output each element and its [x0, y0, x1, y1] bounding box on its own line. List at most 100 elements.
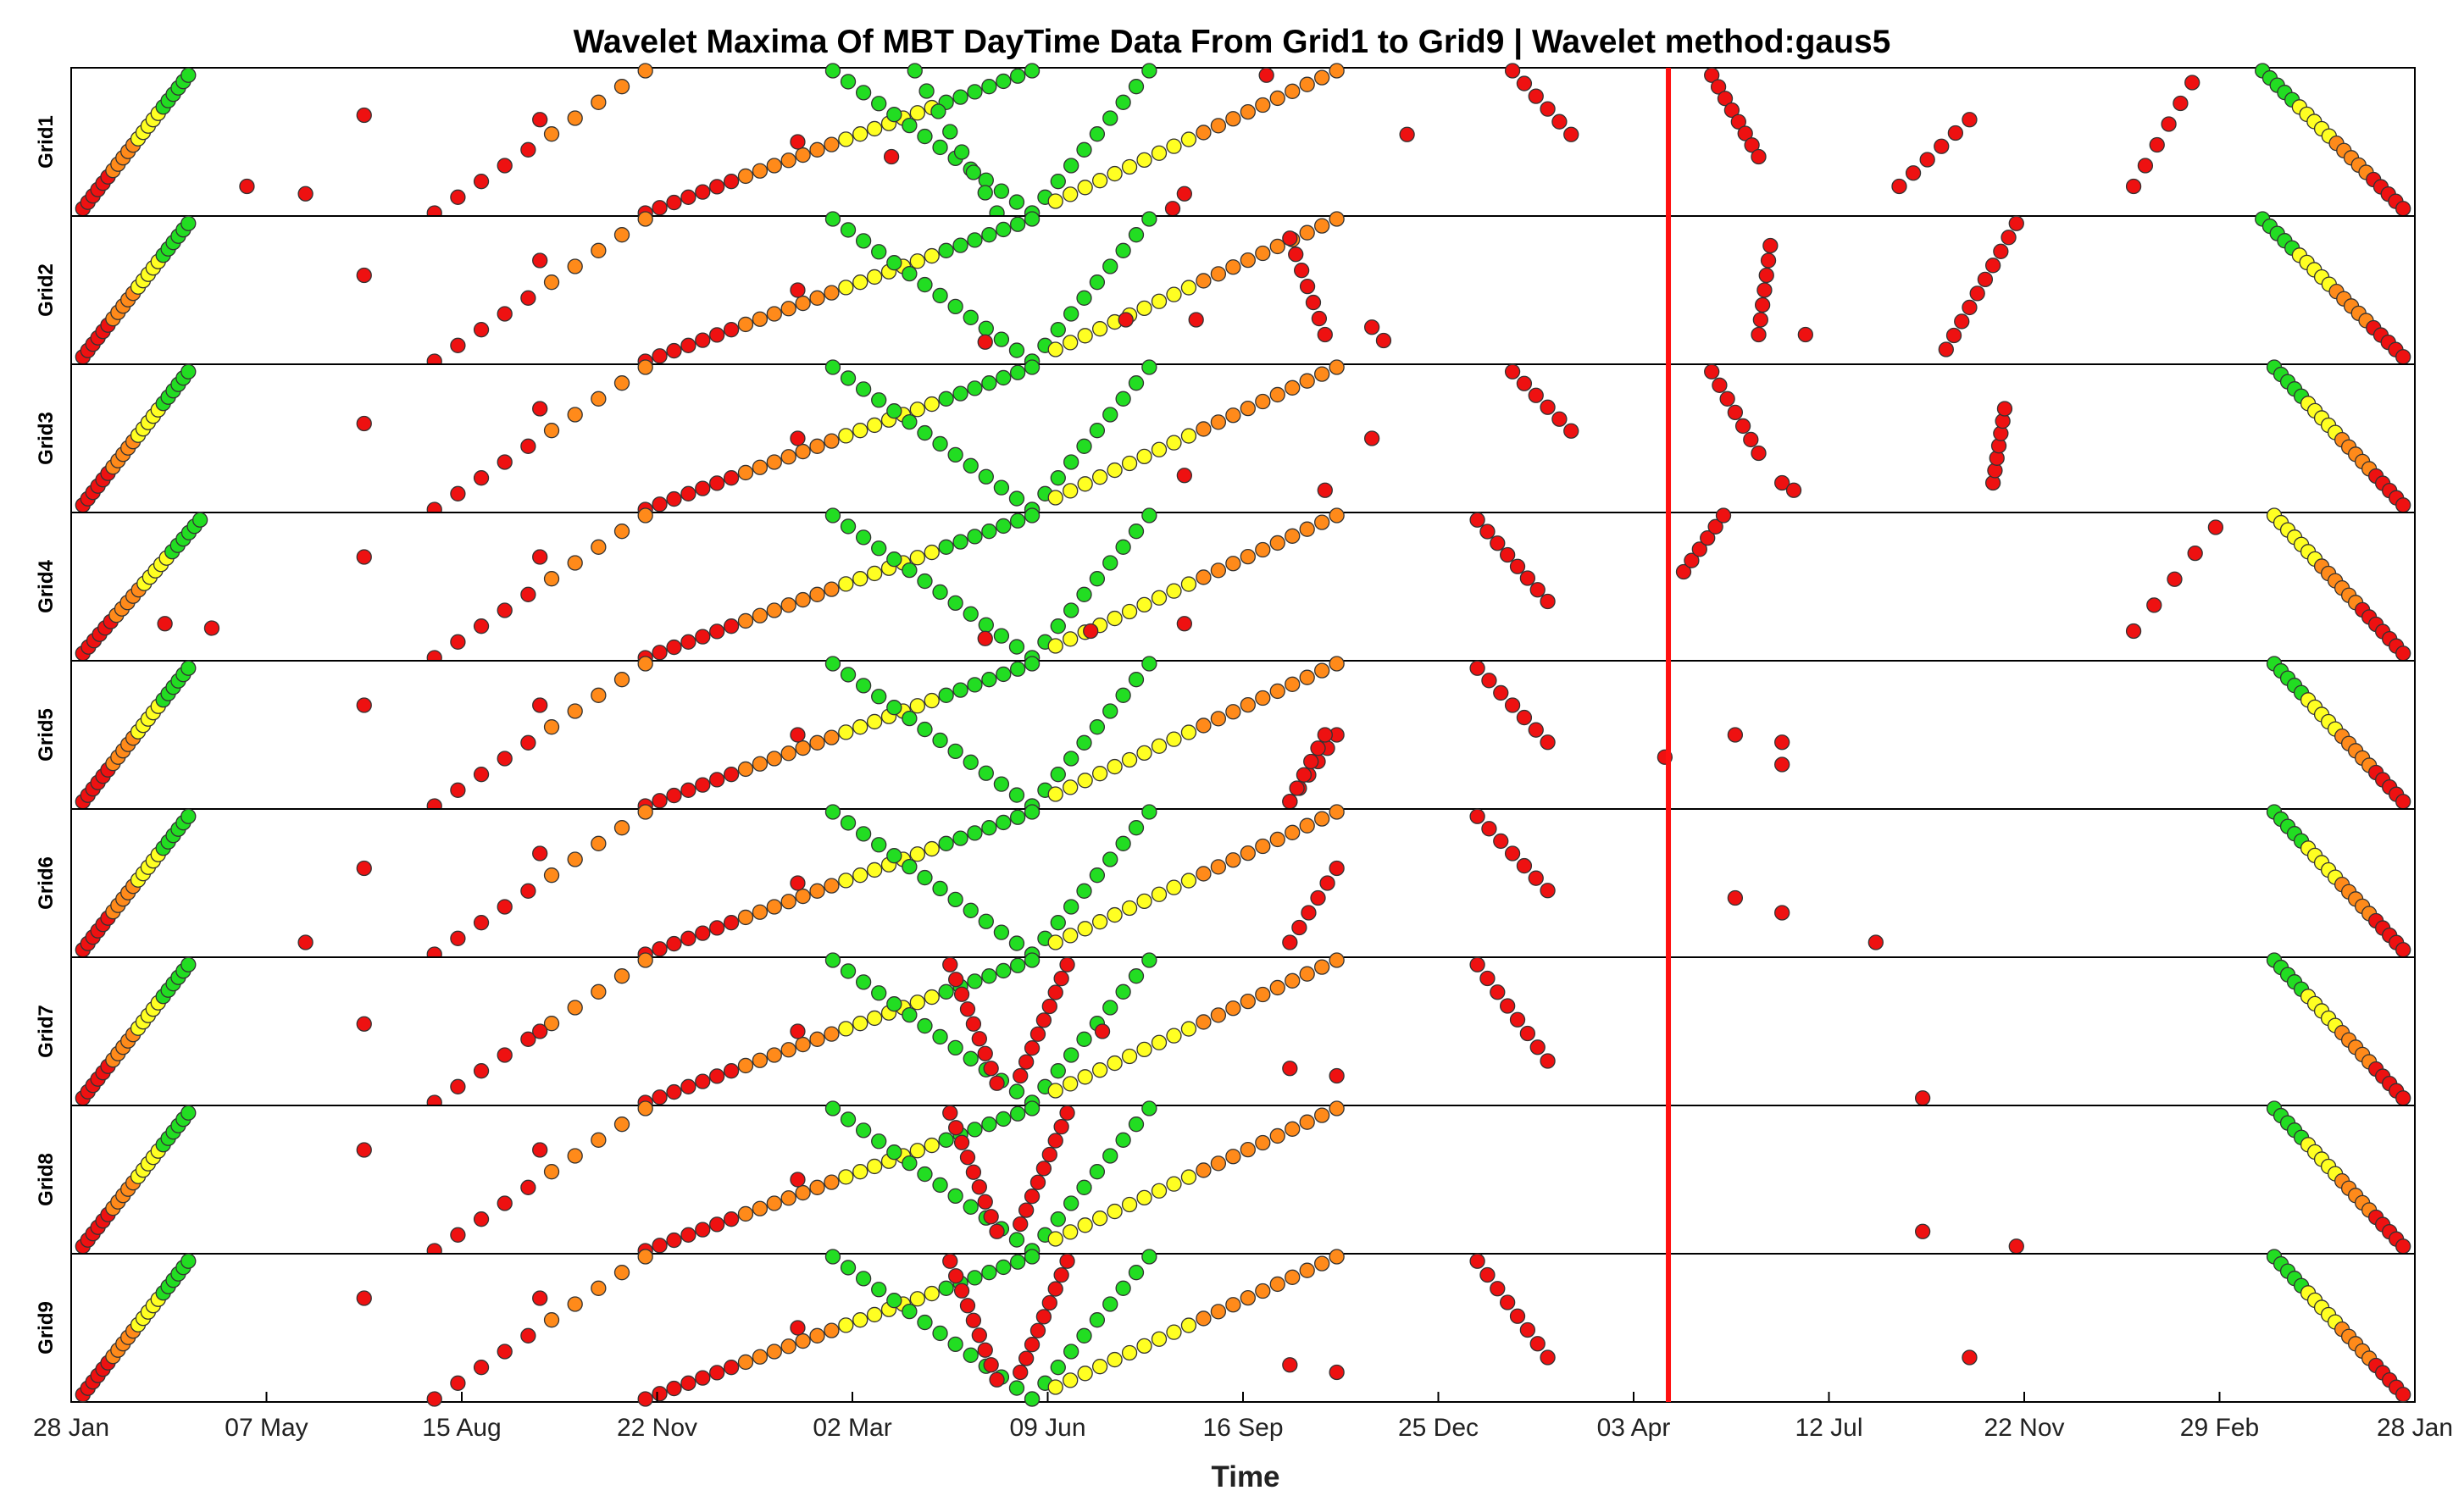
maxima-point — [1914, 1223, 1931, 1239]
maxima-point — [1063, 483, 1079, 499]
maxima-point — [1269, 1276, 1285, 1293]
maxima-point — [1166, 879, 1182, 895]
maxima-point — [1102, 1000, 1118, 1016]
maxima-point — [1947, 125, 1964, 141]
maxima-point — [1118, 312, 1134, 328]
maxima-point — [1752, 312, 1768, 328]
maxima-point — [1255, 541, 1271, 558]
maxima-point — [809, 141, 825, 158]
maxima-point — [1063, 1344, 1079, 1360]
maxima-point — [1269, 535, 1285, 551]
x-axis-label: Time — [1211, 1460, 1279, 1493]
maxima-point — [191, 512, 208, 528]
maxima-point — [1151, 886, 1168, 902]
maxima-point — [963, 457, 979, 474]
maxima-point — [902, 117, 918, 134]
maxima-point — [532, 697, 548, 713]
maxima-point — [1063, 751, 1079, 767]
maxima-point — [1288, 247, 1304, 263]
maxima-point — [1540, 1349, 1556, 1366]
maxima-point — [613, 1116, 630, 1133]
maxima-point — [902, 1155, 918, 1172]
maxima-point — [824, 211, 841, 227]
maxima-point — [1047, 1133, 1063, 1149]
maxima-point — [1225, 1297, 1241, 1313]
maxima-point — [2008, 215, 2024, 231]
maxima-point — [1715, 507, 1732, 524]
maxima-point — [766, 899, 782, 915]
maxima-point — [520, 883, 536, 899]
maxima-point — [666, 490, 682, 507]
maxima-point — [695, 184, 711, 200]
maxima-point — [963, 1347, 979, 1363]
maxima-point — [883, 148, 900, 165]
panel-grid2: Grid2 — [35, 211, 2416, 369]
maxima-point — [356, 549, 372, 565]
maxima-point — [766, 306, 782, 322]
maxima-point — [1013, 1067, 1029, 1084]
maxima-point — [1891, 178, 1907, 195]
maxima-point — [1008, 1083, 1025, 1100]
maxima-point — [567, 1000, 583, 1016]
maxima-point — [959, 1150, 976, 1166]
maxima-point — [1317, 482, 1333, 498]
x-axis: 28 Jan 07 May 15 Aug 22 Nov 02 Mar 09 Jun 16 S… — [33, 1392, 2453, 1442]
maxima-point — [1151, 145, 1168, 161]
maxima-point — [932, 435, 948, 452]
maxima-point — [1076, 1031, 1092, 1047]
maxima-point — [637, 656, 653, 672]
maxima-point — [1516, 375, 1533, 391]
maxima-point — [952, 385, 968, 402]
maxima-point — [1077, 180, 1093, 196]
maxima-point — [871, 540, 887, 557]
maxima-point — [473, 322, 490, 338]
maxima-point — [983, 1061, 999, 1077]
maxima-point — [652, 496, 668, 512]
panel-frame — [70, 808, 2416, 958]
maxima-point — [809, 586, 825, 602]
maxima-point — [795, 1332, 811, 1349]
maxima-point — [497, 751, 513, 767]
maxima-point — [780, 745, 796, 762]
panel-frame — [70, 512, 2416, 662]
maxima-point — [613, 820, 630, 836]
maxima-point — [1050, 915, 1066, 931]
maxima-point — [591, 539, 607, 555]
maxima-point — [909, 698, 925, 714]
panel-frame — [70, 215, 2416, 365]
maxima-point — [723, 915, 740, 931]
maxima-point — [780, 1042, 796, 1058]
maxima-point — [981, 1265, 997, 1281]
maxima-point — [1024, 1100, 1041, 1116]
maxima-point — [180, 1105, 197, 1121]
maxima-point — [1063, 779, 1079, 795]
maxima-point — [967, 84, 983, 100]
maxima-point — [852, 1016, 869, 1032]
maxima-point — [917, 424, 933, 441]
maxima-point — [1516, 857, 1533, 874]
maxima-point — [886, 848, 902, 864]
maxima-point — [1076, 1179, 1092, 1195]
maxima-point — [1076, 438, 1092, 454]
maxima-point — [1024, 211, 1041, 227]
maxima-point — [1196, 421, 1212, 437]
maxima-point — [1141, 1249, 1157, 1265]
maxima-point — [1240, 400, 1256, 417]
maxima-point — [1008, 787, 1025, 803]
maxima-point — [1540, 1053, 1556, 1069]
maxima-point — [1319, 875, 1335, 891]
maxima-point — [1938, 341, 1954, 357]
maxima-point — [1151, 1183, 1168, 1199]
maxima-point — [1240, 993, 1256, 1010]
maxima-point — [1050, 1063, 1066, 1079]
maxima-point — [824, 285, 840, 301]
maxima-point — [971, 1327, 987, 1344]
maxima-point — [1291, 919, 1307, 936]
maxima-point — [790, 1320, 806, 1336]
maxima-point — [2125, 623, 2142, 640]
maxima-point — [1727, 727, 1744, 743]
maxima-point — [824, 952, 841, 968]
maxima-point — [1024, 1337, 1041, 1353]
maxima-point — [871, 1282, 887, 1298]
x-tick-label: 29 Feb — [2180, 1414, 2259, 1442]
